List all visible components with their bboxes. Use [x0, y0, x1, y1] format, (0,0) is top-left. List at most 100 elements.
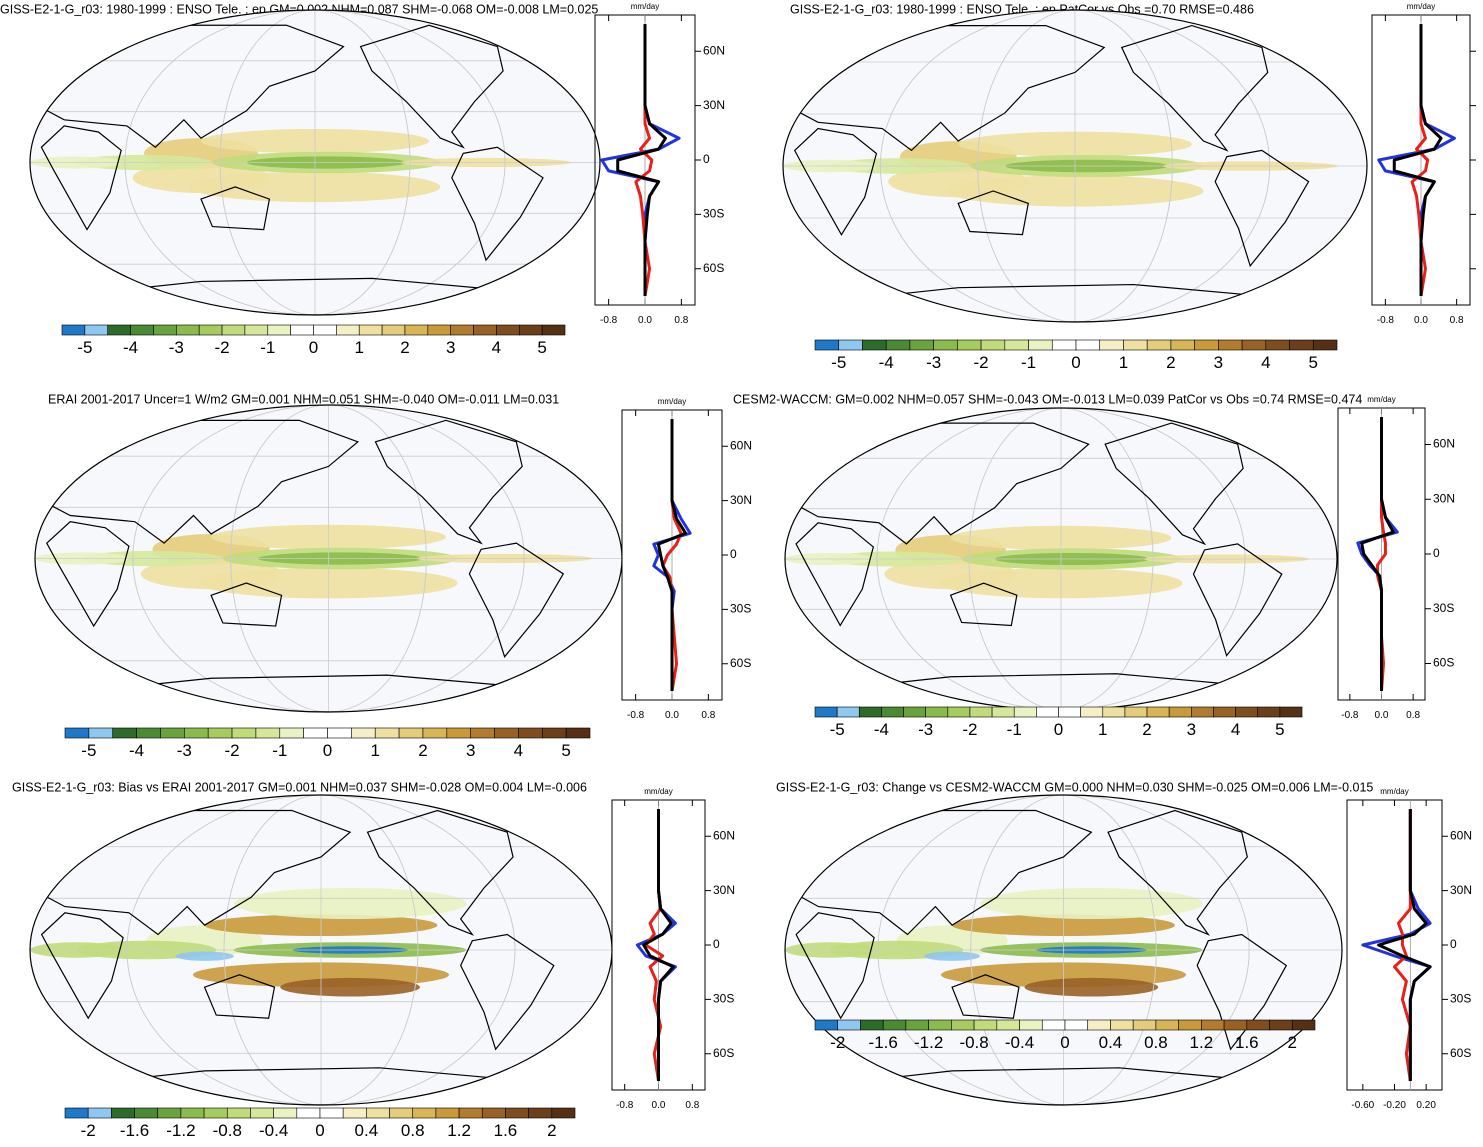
- x-tick-label: -0.20: [1383, 1100, 1406, 1111]
- colorbar-box: [87, 1107, 112, 1119]
- x-tick-label: 0.8: [701, 710, 715, 721]
- map: [34, 404, 623, 713]
- profile-line: [644, 809, 665, 1082]
- continent: [40, 125, 122, 231]
- x-tick-label: -0.8: [1341, 710, 1359, 721]
- colorbar-box: [358, 324, 383, 336]
- colorbar-label: 3: [446, 338, 455, 357]
- colorbar-box: [1223, 1019, 1248, 1031]
- colorbar-label: 2: [400, 338, 409, 357]
- colorbar-box: [473, 324, 497, 336]
- map: [784, 794, 1343, 1106]
- colorbar-box: [1168, 706, 1192, 718]
- y-tick-label: 30S: [703, 207, 724, 221]
- continent: [795, 912, 875, 1020]
- colorbar-box: [1064, 1019, 1089, 1031]
- colorbar-box: [111, 1107, 135, 1119]
- colorbar-box: [88, 727, 114, 739]
- colorbar-box: [1146, 339, 1172, 351]
- graticule: [126, 795, 516, 1105]
- y-tick-label: 30N: [1450, 883, 1472, 897]
- colorbar-box: [494, 727, 519, 739]
- colorbar-label: -0.8: [213, 1121, 242, 1140]
- map-content: [30, 10, 600, 315]
- colorbar-box: [1257, 706, 1281, 718]
- colorbar-label: -1: [260, 338, 275, 357]
- colorbar-box: [1019, 1019, 1043, 1031]
- colorbar-box: [1075, 339, 1101, 351]
- colorbar-box: [470, 727, 495, 739]
- colorbar-label: -1.2: [914, 1033, 943, 1052]
- x-tick-label: 0.8: [1406, 710, 1420, 721]
- x-tick-label: 0.0: [1414, 315, 1428, 326]
- colorbar-box: [860, 1019, 884, 1031]
- continent: [45, 521, 130, 628]
- colorbar-label: 0: [1054, 720, 1063, 739]
- colorbar-box: [296, 1107, 321, 1119]
- map-content: [30, 795, 612, 1105]
- y-tick-label: 30N: [1433, 491, 1455, 505]
- colorbar-label: 5: [1275, 720, 1284, 739]
- panel-title: GISS-E2-1-G_r03: Change vs CESM2-WACCM G…: [776, 780, 1373, 794]
- colorbar-box: [565, 727, 591, 739]
- graticule: [877, 795, 1250, 1105]
- colorbar-box: [107, 324, 131, 336]
- continent: [1107, 809, 1248, 936]
- y-tick-label: 0: [1433, 546, 1440, 560]
- colorbar-box: [909, 339, 934, 351]
- colorbar-box: [64, 1107, 89, 1119]
- colorbar-label: -4: [123, 338, 138, 357]
- colorbar-box: [374, 727, 400, 739]
- colorbar-box: [176, 324, 200, 336]
- colorbar-box: [969, 706, 993, 718]
- y-tick-label: 30N: [730, 493, 752, 507]
- field-patch: [1024, 977, 1159, 997]
- colorbar-box: [928, 1019, 952, 1031]
- colorbar-label: 4: [492, 338, 501, 357]
- colorbar-label: -1.6: [869, 1033, 898, 1052]
- colorbar-box: [1132, 1019, 1157, 1031]
- continent: [1192, 543, 1283, 657]
- colorbar-box: [398, 727, 424, 739]
- colorbar-label: 5: [561, 741, 570, 760]
- colorbar-box: [422, 727, 448, 739]
- colorbar-box: [153, 324, 177, 336]
- y-tick-label: 60S: [730, 656, 751, 670]
- colorbar-label: 0.4: [1099, 1033, 1123, 1052]
- colorbar-box: [1099, 339, 1124, 351]
- colorbar-label: 4: [1261, 353, 1270, 372]
- colorbar-box: [980, 339, 1006, 351]
- continent: [203, 974, 276, 1019]
- colorbar-box: [991, 706, 1015, 718]
- colorbar-label: 0: [309, 338, 318, 357]
- y-tick-label: 30S: [713, 992, 734, 1006]
- y-tick-label: 60N: [730, 438, 752, 452]
- colorbar-label: -3: [926, 353, 941, 372]
- colorbar-box: [903, 706, 926, 718]
- colorbar-box: [342, 1107, 367, 1119]
- colorbar-box: [1279, 706, 1303, 718]
- colorbar-box: [862, 339, 887, 351]
- x-tick-label: 0.0: [638, 315, 652, 326]
- colorbar-label: 5: [1309, 353, 1318, 372]
- colorbar-label: 1.2: [447, 1121, 471, 1140]
- colorbar-box: [134, 1107, 159, 1119]
- colorbar-box: [336, 324, 360, 336]
- graticule: [876, 408, 1246, 710]
- continent: [200, 186, 271, 231]
- x-tick-label: -0.8: [1377, 315, 1395, 326]
- colorbar-box: [1178, 1019, 1202, 1031]
- colorbar-label: -3: [169, 338, 184, 357]
- colorbar-box: [319, 1107, 344, 1119]
- colorbar-label: 2: [1166, 353, 1175, 372]
- profile-unit: mm/day: [658, 397, 686, 406]
- x-tick-label: -0.8: [600, 315, 618, 326]
- colorbar-box: [351, 727, 376, 739]
- colorbar-box: [180, 1107, 205, 1119]
- colorbar-box: [250, 1107, 274, 1119]
- colorbar-label: 0.8: [1144, 1033, 1168, 1052]
- colorbar-box: [84, 324, 109, 336]
- colorbar-label: -2: [974, 353, 989, 372]
- continent: [795, 522, 874, 627]
